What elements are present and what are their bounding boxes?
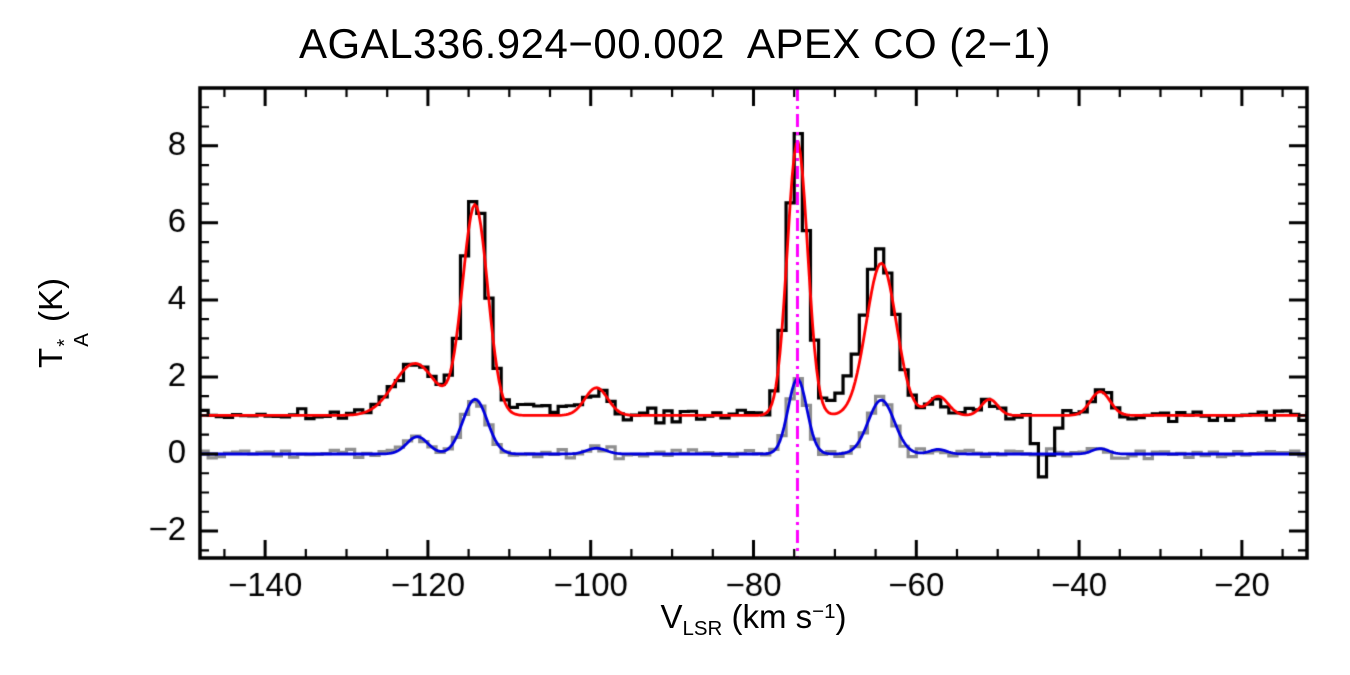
y-axis-label-box: T * A (K): [26, 0, 96, 646]
y-axis-label-unit: (K): [32, 278, 70, 332]
x-axis-label: VLSR (km s−1): [200, 598, 1307, 641]
x-axis-label-subscript: LSR: [682, 617, 723, 641]
y-axis-label: T * A (K): [32, 278, 93, 368]
plot-title: AGAL336.924−00.002 APEX CO (2−1): [299, 20, 1051, 67]
y-axis-label-subscript: A: [69, 333, 93, 347]
x-axis-label-unit-close: ): [835, 598, 847, 635]
y-axis-label-subsup: * A: [53, 333, 93, 347]
x-axis-label-exponent: −1: [812, 599, 836, 623]
x-axis-label-symbol: V: [660, 598, 683, 635]
y-axis-label-symbol: T: [32, 347, 70, 368]
x-axis-label-unit-open: (km s: [722, 598, 813, 635]
